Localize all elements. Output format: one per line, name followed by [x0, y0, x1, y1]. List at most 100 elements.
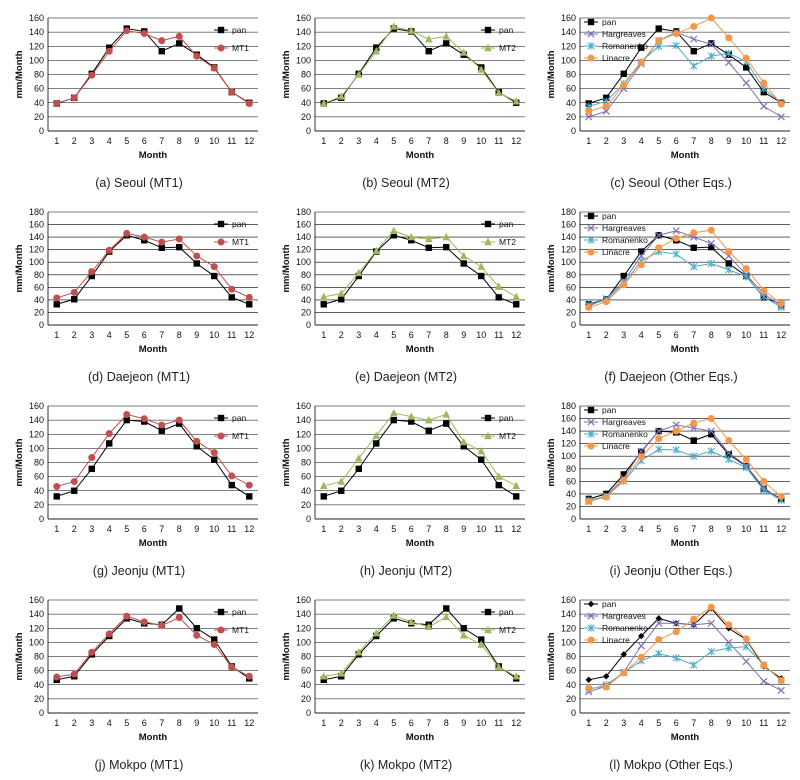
- y-tick-label: 160: [561, 220, 576, 230]
- data-point: [193, 260, 200, 267]
- data-point: [193, 443, 200, 450]
- data-point: [602, 493, 610, 501]
- y-tick-label: 100: [29, 443, 44, 453]
- data-point: [655, 445, 663, 454]
- y-tick-label: 120: [561, 41, 576, 51]
- legend-marker: [587, 612, 595, 620]
- data-point: [123, 612, 131, 620]
- data-point: [158, 47, 165, 55]
- data-point: [494, 282, 503, 290]
- legend: pan Hargreaves Romanenko Linacre: [584, 405, 648, 451]
- data-point: [760, 286, 768, 294]
- data-point: [372, 46, 381, 55]
- y-tick-label: 160: [29, 13, 44, 23]
- y-tick-label: 160: [561, 13, 576, 23]
- y-tick-label: 40: [566, 489, 576, 499]
- y-tick-label: 100: [296, 257, 311, 267]
- y-axis-label: mm/Month: [281, 632, 292, 680]
- y-tick-label: 100: [561, 257, 576, 267]
- data-point: [585, 676, 592, 684]
- legend-marker: [587, 54, 595, 62]
- data-point: [742, 54, 750, 62]
- data-point: [460, 625, 467, 632]
- x-tick-label: 3: [356, 330, 361, 340]
- y-tick-label: 140: [296, 232, 311, 242]
- data-point: [513, 301, 520, 308]
- y-tick-label: 160: [29, 220, 44, 230]
- x-tick-label: 5: [656, 718, 661, 728]
- y-tick-label: 60: [566, 476, 576, 486]
- x-tick-label: 11: [227, 330, 236, 340]
- data-point: [477, 65, 486, 73]
- x-tick-label: 8: [444, 524, 449, 534]
- data-point: [372, 246, 381, 255]
- data-point: [88, 454, 96, 462]
- x-tick-label: 7: [159, 524, 164, 534]
- data-point: [88, 71, 96, 79]
- y-tick-label: 120: [561, 245, 576, 255]
- x-tick-label: 12: [776, 524, 786, 534]
- legend-label: pan: [499, 219, 513, 229]
- data-point: [672, 654, 680, 662]
- data-point: [442, 612, 451, 621]
- legend-marker: [587, 430, 595, 438]
- x-tick-label: 4: [374, 524, 379, 534]
- y-tick-label: 20: [34, 694, 44, 704]
- y-tick-label: 120: [29, 41, 44, 51]
- data-point: [708, 243, 715, 251]
- y-tick-label: 120: [29, 429, 44, 439]
- data-point: [354, 454, 363, 462]
- legend-marker: [484, 220, 492, 228]
- chart-panel: 0 20 40 60 80 100 120 140 160 1 2 3 4 5 6 7 8 9 10 11 12 Mont…: [275, 586, 537, 780]
- x-axis-label: Month: [406, 344, 435, 355]
- x-tick-label: 11: [759, 524, 768, 534]
- x-tick-label: 6: [409, 136, 414, 146]
- y-tick-label: 80: [566, 270, 576, 280]
- x-tick-label: 3: [621, 136, 626, 146]
- legend-marker: [217, 44, 225, 52]
- data-point: [742, 635, 750, 643]
- data-point: [760, 486, 768, 494]
- x-tick-label: 6: [674, 330, 679, 340]
- legend-marker: [587, 224, 595, 232]
- x-tick-label: 1: [321, 718, 326, 728]
- data-point: [53, 673, 61, 681]
- data-point: [707, 619, 715, 627]
- chart-panel: 0 20 40 60 80 100 120 140 160 1 2 3 4 5 6 7 8 9 10 11 12 Mont…: [8, 586, 270, 780]
- x-tick-label: 12: [776, 136, 786, 146]
- data-point: [246, 493, 253, 500]
- x-tick-label: 3: [621, 524, 626, 534]
- x-tick-label: 10: [209, 330, 219, 340]
- legend-label: pan: [602, 17, 616, 27]
- data-point: [655, 37, 663, 45]
- legend-marker: [484, 625, 492, 634]
- chart-caption: (c) Seoul (Other Eqs.): [610, 176, 732, 190]
- series-line: [56, 234, 250, 305]
- y-tick-label: 120: [29, 245, 44, 255]
- x-tick-label: 10: [741, 136, 751, 146]
- data-point: [211, 636, 218, 643]
- data-point: [443, 605, 450, 612]
- data-point: [53, 301, 60, 308]
- x-tick-label: 5: [391, 524, 396, 534]
- x-tick-label: 4: [374, 136, 379, 146]
- x-tick-label: 2: [72, 330, 77, 340]
- data-point: [245, 99, 253, 107]
- data-point: [760, 79, 768, 87]
- x-tick-label: 10: [476, 136, 486, 146]
- data-point: [725, 621, 733, 629]
- y-tick-label: 120: [29, 623, 44, 633]
- legend: pan Hargreaves Romanenko Linacre: [584, 17, 648, 63]
- data-point: [354, 70, 363, 78]
- series-line: [588, 417, 782, 502]
- x-tick-label: 8: [709, 330, 714, 340]
- data-point: [760, 677, 768, 685]
- y-tick-label: 60: [301, 282, 311, 292]
- data-point: [585, 684, 593, 692]
- x-tick-label: 5: [124, 330, 129, 340]
- x-tick-label: 7: [426, 330, 431, 340]
- data-point: [707, 239, 715, 248]
- x-tick-label: 8: [709, 718, 714, 728]
- data-point: [777, 677, 785, 685]
